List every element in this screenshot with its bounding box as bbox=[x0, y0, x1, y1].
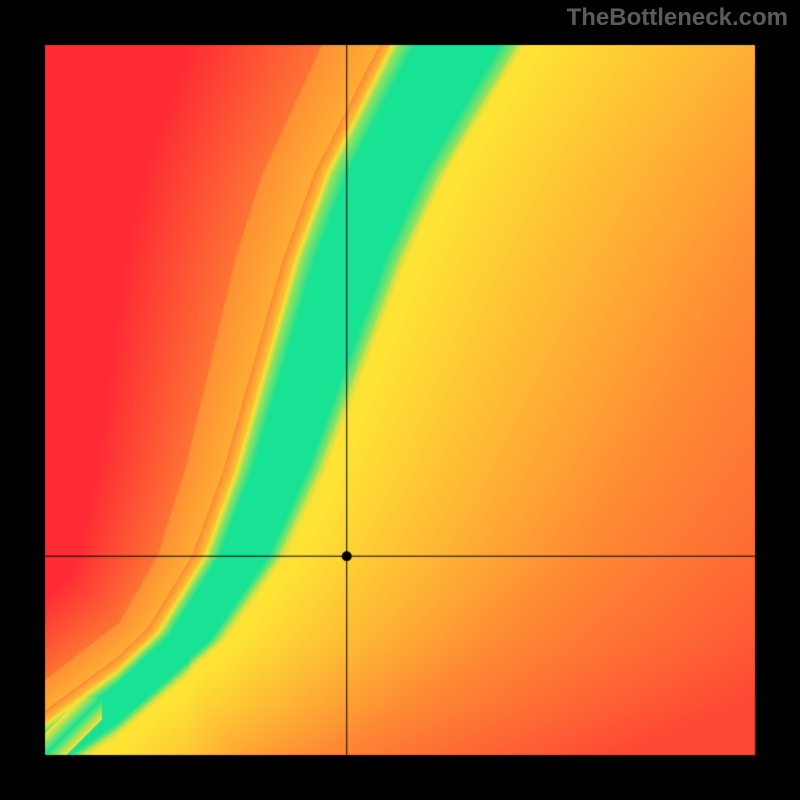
bottleneck-heatmap bbox=[0, 0, 800, 800]
chart-container: { "watermark": { "text": "TheBottleneck.… bbox=[0, 0, 800, 800]
